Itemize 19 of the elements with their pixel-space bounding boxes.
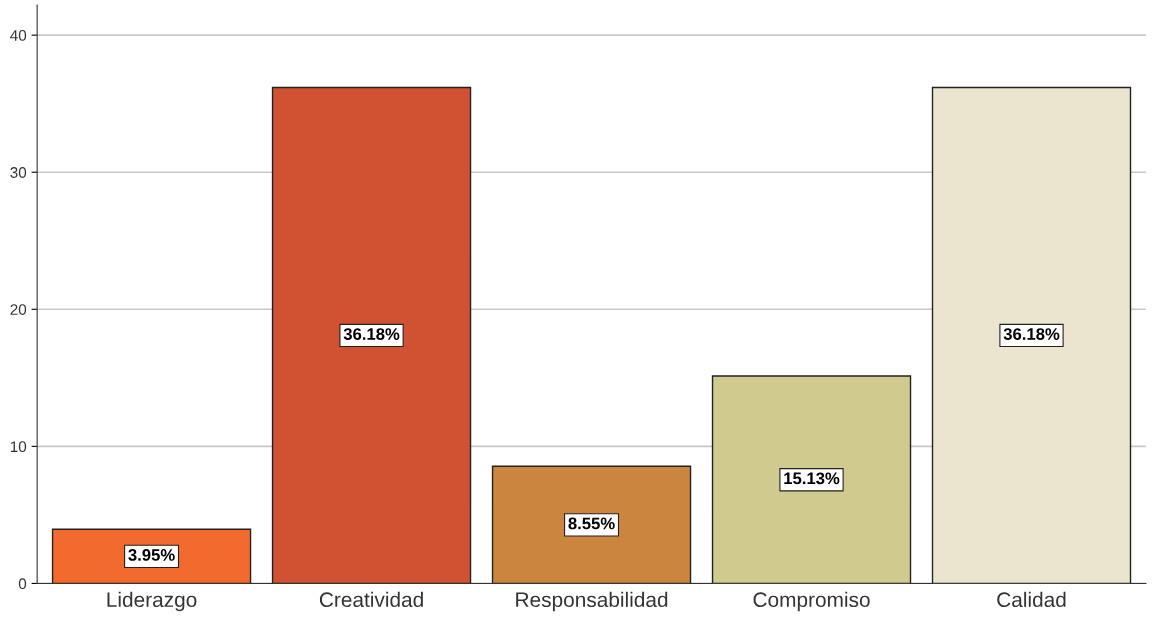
bar [711,375,912,584]
y-tick-label: 10 [10,441,27,453]
bar [931,86,1132,584]
x-tick-label: Responsabilidad [516,591,668,612]
x-tick-label: Compromiso [753,591,870,612]
data-label: 3.95% [128,549,175,561]
y-tick-label: 0 [18,578,27,590]
x-tick-label: Calidad [997,591,1066,608]
data-label: 15.13% [784,472,840,485]
data-label: 36.18% [1003,328,1060,340]
y-tick-label: 30 [10,167,27,178]
data-label: 36.18% [343,328,400,340]
bar [491,465,692,584]
x-tick-label: Creatividad [319,591,423,608]
y-tick-label: 20 [10,304,27,315]
bar [271,86,472,584]
x-tick-label: Liderazgo [107,591,197,612]
y-tick-label: 40 [10,30,27,41]
data-label: 8.55% [568,517,615,530]
